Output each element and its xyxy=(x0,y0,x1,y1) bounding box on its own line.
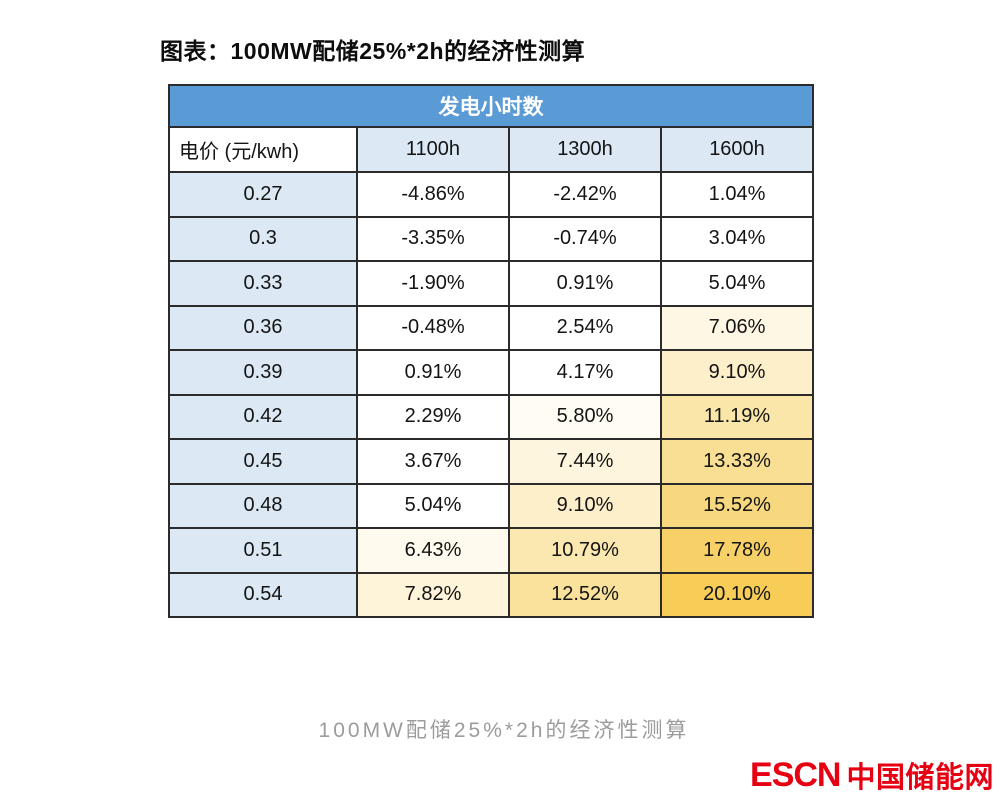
table-row: 0.39 0.91% 4.17% 9.10% xyxy=(168,349,814,396)
value-cell: 3.67% xyxy=(356,438,510,485)
price-cell: 0.27 xyxy=(168,171,358,218)
table-row: 0.45 3.67% 7.44% 13.33% xyxy=(168,438,814,485)
value-cell: 1.04% xyxy=(660,171,814,218)
value-cell: -2.42% xyxy=(508,171,662,218)
value-cell: 7.06% xyxy=(660,304,814,351)
value-cell: -4.86% xyxy=(356,171,510,218)
price-cell: 0.33 xyxy=(168,260,358,307)
price-cell: 0.48 xyxy=(168,482,358,529)
value-cell: 7.44% xyxy=(508,438,662,485)
value-cell: 5.04% xyxy=(356,482,510,529)
table-row: 0.3 -3.35% -0.74% 3.04% xyxy=(168,215,814,262)
value-cell: 2.54% xyxy=(508,304,662,351)
value-cell: 13.33% xyxy=(660,438,814,485)
table-row: 0.42 2.29% 5.80% 11.19% xyxy=(168,393,814,440)
escn-logo-cn-text: 中国储能网 xyxy=(846,762,994,794)
value-cell: 2.29% xyxy=(356,393,510,440)
value-cell: 9.10% xyxy=(508,482,662,529)
value-cell: 17.78% xyxy=(660,527,814,574)
price-cell: 0.42 xyxy=(168,393,358,440)
price-column-header: 电价 (元/kwh) xyxy=(168,126,358,173)
price-cell: 0.54 xyxy=(168,571,358,618)
value-cell: 0.91% xyxy=(356,349,510,396)
value-cell: -3.35% xyxy=(356,215,510,262)
value-cell: 3.04% xyxy=(660,215,814,262)
value-cell: 10.79% xyxy=(508,527,662,574)
table-row: 0.51 6.43% 10.79% 17.78% xyxy=(168,527,814,574)
table-row: 0.48 5.04% 9.10% 15.52% xyxy=(168,482,814,529)
value-cell: 9.10% xyxy=(660,349,814,396)
price-cell: 0.36 xyxy=(168,304,358,351)
value-cell: 5.04% xyxy=(660,260,814,307)
figure-caption: 100MW配储25%*2h的经济性测算 xyxy=(318,719,690,742)
figure-title: 图表：100MW配储25%*2h的经济性测算 xyxy=(160,38,586,64)
column-header-row: 电价 (元/kwh) 1100h 1300h 1600h xyxy=(168,126,814,173)
table-row: 0.27 -4.86% -2.42% 1.04% xyxy=(168,171,814,218)
escn-logo-en-text: ESCN xyxy=(750,755,841,794)
value-cell: 20.10% xyxy=(660,571,814,618)
value-cell: 0.91% xyxy=(508,260,662,307)
hours-column-header: 1600h xyxy=(660,126,814,173)
escn-logo: ESCN 中国储能网 xyxy=(750,754,994,796)
table-row: 0.33 -1.90% 0.91% 5.04% xyxy=(168,260,814,307)
price-cell: 0.51 xyxy=(168,527,358,574)
value-cell: 7.82% xyxy=(356,571,510,618)
price-cell: 0.45 xyxy=(168,438,358,485)
value-cell: -0.74% xyxy=(508,215,662,262)
hours-column-header: 1100h xyxy=(356,126,510,173)
hours-column-header: 1300h xyxy=(508,126,662,173)
value-cell: 6.43% xyxy=(356,527,510,574)
price-cell: 0.39 xyxy=(168,349,358,396)
economics-table: 发电小时数 电价 (元/kwh) 1100h 1300h 1600h 0.27 -4.8… xyxy=(168,84,814,618)
value-cell: 5.80% xyxy=(508,393,662,440)
value-cell: 4.17% xyxy=(508,349,662,396)
table-row: 0.54 7.82% 12.52% 20.10% xyxy=(168,571,814,618)
value-cell: 12.52% xyxy=(508,571,662,618)
table-row: 0.36 -0.48% 2.54% 7.06% xyxy=(168,304,814,351)
value-cell: 15.52% xyxy=(660,482,814,529)
value-cell: -1.90% xyxy=(356,260,510,307)
value-cell: -0.48% xyxy=(356,304,510,351)
value-cell: 11.19% xyxy=(660,393,814,440)
group-header: 发电小时数 xyxy=(168,84,814,128)
group-header-row: 发电小时数 xyxy=(168,84,814,128)
price-cell: 0.3 xyxy=(168,215,358,262)
